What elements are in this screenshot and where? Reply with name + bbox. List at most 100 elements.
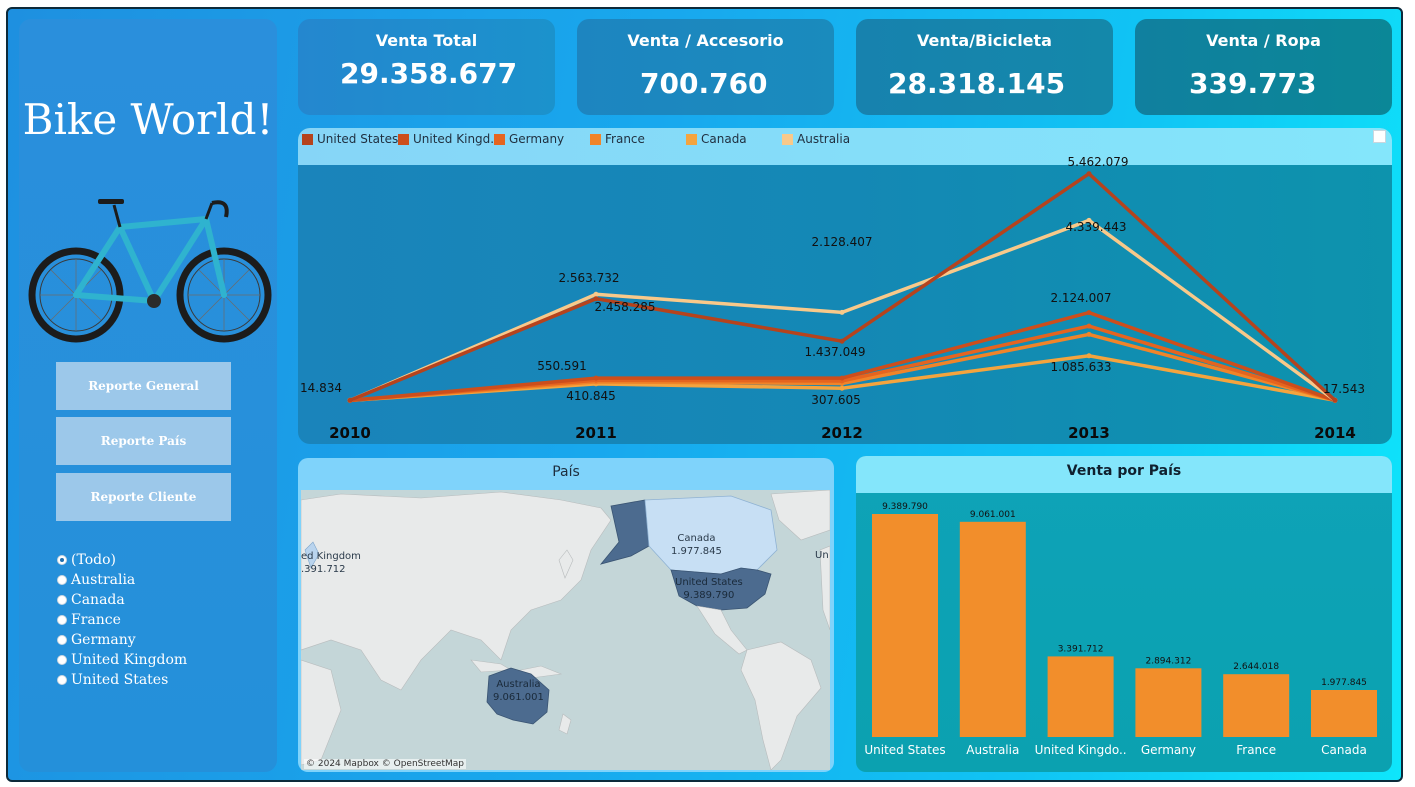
country-filter: (Todo) Australia Canada France Germany U…	[57, 550, 187, 690]
legend-swatch	[590, 133, 601, 145]
map-label-united-kingdom: ed Kingdom .391.712	[301, 551, 361, 575]
south-america-landmass	[740, 641, 822, 770]
line-data-label: 410.845	[566, 389, 616, 403]
legend-item-france[interactable]: France	[590, 132, 645, 146]
map-label-partial: Un	[815, 550, 829, 561]
bar-category-label: United States	[864, 743, 945, 757]
line-data-label: 2.128.407	[811, 235, 872, 249]
legend-item-canada[interactable]: Canada	[686, 132, 747, 146]
world-map[interactable]: Canada 1.977.845 United States 9.389.790 A…	[301, 490, 830, 770]
x-tick-label: 2010	[329, 424, 371, 442]
line-point	[1332, 397, 1338, 403]
x-tick-label: 2013	[1068, 424, 1110, 442]
west-africa-landmass	[819, 545, 830, 631]
radio-selected-icon[interactable]	[57, 555, 67, 565]
eurasia-landmass	[301, 491, 612, 691]
line-data-label: 1.437.049	[804, 345, 865, 359]
filter-option-france[interactable]: France	[57, 610, 187, 630]
radio-icon[interactable]	[57, 635, 67, 645]
map-credit[interactable]: © 2024 Mapbox © OpenStreetMap	[304, 759, 466, 769]
line-series-united-states	[349, 171, 1337, 403]
uk-region	[304, 541, 320, 569]
legend-swatch	[686, 133, 697, 145]
nav-button-reporte-cliente[interactable]: Reporte Cliente	[56, 473, 231, 521]
line-point	[839, 385, 845, 391]
kpi-label: Venta / Accesorio	[627, 31, 784, 50]
line-point	[347, 397, 353, 403]
bar-value-label: 3.391.712	[1058, 644, 1104, 654]
new-zealand-landmass	[558, 713, 572, 735]
kpi-label: Venta / Ropa	[1206, 31, 1321, 50]
bar-category-label: Canada	[1321, 743, 1367, 757]
bar-category-label: Germany	[1141, 743, 1196, 757]
kpi-card-venta-ropa: Venta / Ropa 339.773	[1135, 19, 1392, 115]
line-point	[839, 338, 845, 344]
bar-chart-title: Venta por País	[1066, 463, 1182, 479]
bar-category-label: United Kingdo..	[1035, 743, 1127, 757]
line-point	[1086, 217, 1092, 223]
legend-item-germany[interactable]: Germany	[494, 132, 564, 146]
bar-4	[1223, 674, 1290, 737]
x-tick-label: 2014	[1314, 424, 1356, 442]
line-data-label: 307.605	[811, 393, 861, 407]
radio-icon[interactable]	[57, 615, 67, 625]
bar-5	[1311, 690, 1377, 737]
line-point	[839, 309, 845, 315]
legend-item-australia[interactable]: Australia	[782, 132, 850, 146]
legend-item-united-kingdom[interactable]: United Kingd...	[398, 132, 502, 146]
bar-0	[872, 514, 938, 737]
sidebar: Bike World! Reporte General Reporte Pa	[19, 19, 277, 772]
line-point	[1086, 323, 1092, 329]
filter-option-united-kingdom[interactable]: United Kingdom	[57, 650, 187, 670]
bar-category-label: Australia	[966, 743, 1019, 757]
sales-by-year-line-chart: United States United Kingd... Germany Fr…	[298, 128, 1392, 444]
filter-option-todo[interactable]: (Todo)	[57, 550, 187, 570]
legend-item-united-states[interactable]: United States	[302, 132, 398, 146]
bar-value-label: 2.644.018	[1233, 662, 1279, 672]
bar-chart-svg: 9.389.790 United States 9.061.001 Australia…	[864, 502, 1377, 757]
map-title: País	[552, 464, 580, 480]
map-label-united-states: United States 9.389.790	[675, 577, 743, 601]
line-point	[1086, 331, 1092, 337]
kpi-value: 700.760	[640, 67, 768, 100]
line-point	[593, 291, 599, 297]
sales-by-country-bar-chart: Venta por País 9.389.790 United States 9.0…	[856, 456, 1392, 772]
line-data-label: 2.124.007	[1050, 291, 1111, 305]
filter-option-united-states[interactable]: United States	[57, 670, 187, 690]
line-data-label: 14.834	[300, 381, 342, 395]
filter-option-australia[interactable]: Australia	[57, 570, 187, 590]
line-point	[1086, 310, 1092, 316]
line-data-label: 4.339.443	[1065, 220, 1126, 234]
line-point	[593, 375, 599, 381]
line-data-label: 2.458.285	[594, 300, 655, 314]
line-point	[1086, 353, 1092, 359]
bar-chart-header: Venta por País	[856, 456, 1392, 493]
country-map-panel: País	[298, 458, 834, 772]
radio-icon[interactable]	[57, 575, 67, 585]
radio-icon[interactable]	[57, 655, 67, 665]
radio-icon[interactable]	[57, 675, 67, 685]
brand-title: Bike World!	[22, 95, 274, 144]
mexico-landmass	[696, 605, 748, 655]
x-tick-label: 2011	[575, 424, 617, 442]
united-states-region	[670, 567, 772, 611]
line-point	[1086, 171, 1092, 177]
japan-landmass	[558, 549, 574, 579]
filter-option-germany[interactable]: Germany	[57, 630, 187, 650]
kpi-card-venta-bicicleta: Venta/Bicicleta 28.318.145	[856, 19, 1113, 115]
bar-category-label: France	[1236, 743, 1276, 757]
nav-button-reporte-pais[interactable]: Reporte País	[56, 417, 231, 465]
x-tick-label: 2012	[821, 424, 863, 442]
legend-swatch	[494, 133, 505, 145]
line-data-label: 17.543	[1323, 382, 1365, 396]
kpi-value: 28.318.145	[888, 67, 1066, 100]
focus-mode-icon[interactable]	[1373, 130, 1386, 143]
line-chart-svg: 2010 2011 2012 2013 2014 14.834 2.563.732 2.458…	[300, 155, 1365, 442]
nav-button-reporte-general[interactable]: Reporte General	[56, 362, 231, 410]
map-label-canada: Canada 1.977.845	[671, 533, 722, 557]
bar-1	[959, 521, 1026, 737]
kpi-card-venta-accesorio: Venta / Accesorio 700.760	[577, 19, 834, 115]
radio-icon[interactable]	[57, 595, 67, 605]
line-data-label: 550.591	[537, 359, 587, 373]
filter-option-canada[interactable]: Canada	[57, 590, 187, 610]
